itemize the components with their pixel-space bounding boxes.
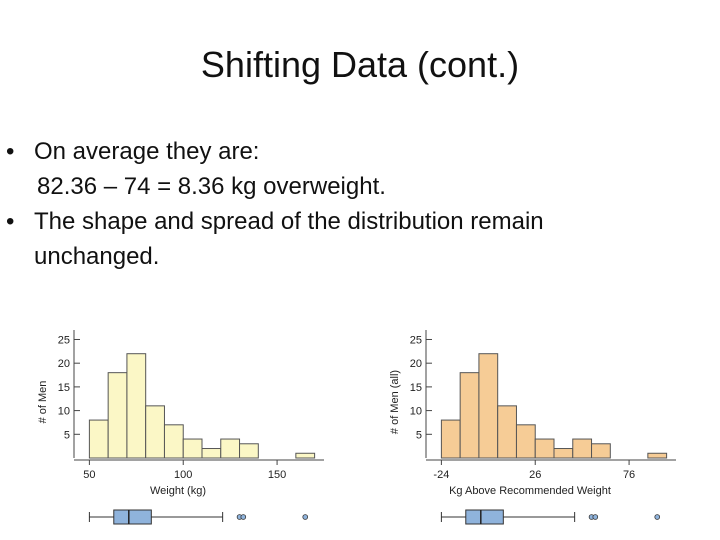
kg-above-bar (553, 448, 574, 459)
kg-above-y-tick-label: 15 (410, 382, 422, 394)
weight-box-outlier (240, 514, 247, 520)
bullet-1-continuation: 82.36 – 74 = 8.36 kg overweight. (37, 173, 386, 200)
weight-bar (88, 419, 109, 459)
kg-above-bar (591, 443, 611, 459)
weight-bar (107, 372, 128, 459)
kg-above-histogram-chart: 5 10 15 20 25 -24 26 76 Kg Above Recommended Wei… (389, 330, 676, 525)
kg-above-bar (647, 452, 668, 459)
weight-box-outlier (302, 514, 309, 520)
weight-bar (163, 424, 184, 459)
kg-above-bar (515, 424, 536, 459)
weight-x-axis-label: Weight (kg) (150, 485, 206, 497)
weight-bar (126, 353, 147, 459)
weight-y-axis-label: # of Men (37, 381, 49, 424)
kg-above-x-axis-label: Kg Above Recommended Weight (449, 485, 611, 497)
bullet-2-text: The shape and spread of the distribution… (34, 208, 544, 235)
bullet-marker-2: • (6, 208, 15, 235)
weight-x-tick-label: 100 (174, 469, 192, 481)
kg-above-bar (440, 419, 461, 459)
kg-above-box-outlier (654, 514, 661, 520)
weight-y-tick-label: 5 (64, 429, 70, 441)
kg-above-y-tick-label: 25 (410, 334, 422, 346)
weight-y-tick-label: 20 (58, 358, 70, 370)
weight-y-tick-label: 10 (58, 406, 70, 418)
weight-bar (201, 448, 222, 459)
weight-bar (145, 405, 165, 459)
kg-above-bar (497, 405, 517, 459)
kg-above-bar (478, 353, 499, 459)
weight-y-tick-label: 15 (58, 382, 70, 394)
weight-box (113, 509, 152, 525)
weight-bar (220, 438, 241, 459)
kg-above-x-tick-label: 76 (623, 469, 635, 481)
kg-above-x-tick-label: 26 (529, 469, 541, 481)
weight-y-tick-label: 25 (58, 334, 70, 346)
kg-above-box (465, 509, 504, 525)
slide-title: Shifting Data (cont.) (200, 44, 520, 85)
kg-above-y-tick-label: 5 (416, 429, 422, 441)
kg-above-x-tick-label: -24 (433, 469, 449, 481)
bullet-2-continuation: unchanged. (34, 243, 160, 270)
bullet-marker-1: • (6, 138, 15, 165)
weight-bar (239, 443, 259, 459)
kg-above-y-axis-label: # of Men (all) (389, 370, 401, 434)
kg-above-y-tick-label: 10 (410, 406, 422, 418)
bullet-1-text: On average they are: (34, 138, 260, 165)
weight-x-tick-label: 150 (268, 469, 286, 481)
kg-above-box-outlier (592, 514, 599, 520)
weight-bar (182, 438, 203, 459)
kg-above-bar (572, 438, 593, 459)
weight-bar (295, 452, 316, 459)
kg-above-bar (534, 438, 555, 459)
kg-above-y-tick-label: 20 (410, 358, 422, 370)
weight-x-tick-label: 50 (83, 469, 95, 481)
kg-above-bar (459, 372, 480, 459)
weight-histogram-chart: 5 10 15 20 25 50 100 150 Weight (kg) # of Men (37, 330, 324, 525)
